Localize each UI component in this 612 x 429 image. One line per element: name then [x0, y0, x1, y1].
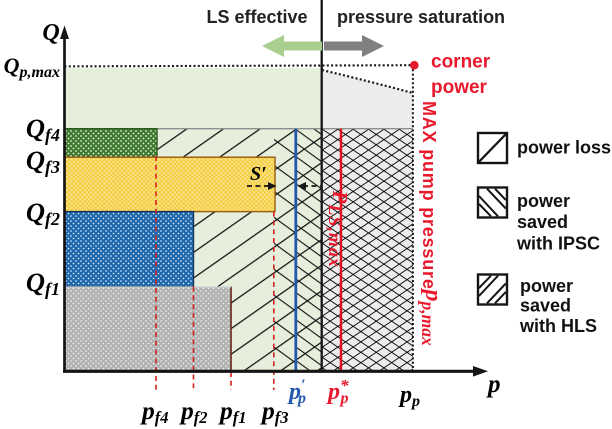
svg-text:with HLS: with HLS	[519, 316, 597, 336]
svg-text:p′p: p′ p	[287, 377, 306, 407]
svg-text:power: power	[431, 77, 488, 98]
svg-text:p: p	[486, 371, 501, 398]
svg-text:Qf1: Qf1	[26, 267, 60, 299]
svg-text:saved: saved	[517, 212, 568, 232]
svg-text:corner: corner	[431, 52, 491, 73]
svg-text:S′: S′	[250, 163, 267, 185]
svg-text:pp,max: pp,max	[418, 288, 446, 346]
svg-text:MAX pump pressure: MAX pump pressure	[419, 101, 439, 290]
svg-text:with IPSC: with IPSC	[516, 234, 600, 254]
svg-text:saved: saved	[520, 296, 571, 316]
svg-text:pf3: pf3	[260, 396, 289, 427]
svg-text:power: power	[520, 276, 573, 296]
svg-text:pf4: pf4	[140, 396, 169, 427]
svg-text:Qf3: Qf3	[26, 145, 60, 177]
svg-text:Qf4: Qf4	[26, 113, 60, 145]
svg-text:Qf2: Qf2	[26, 197, 60, 229]
svg-text:power: power	[517, 191, 570, 211]
svg-text:Q: Q	[42, 20, 59, 46]
svg-text:pressure saturation: pressure saturation	[337, 7, 505, 27]
svg-text:Qp,max: Qp,max	[4, 53, 60, 81]
svg-text:LS effective: LS effective	[206, 7, 307, 27]
svg-text:pp: pp	[398, 382, 420, 410]
svg-text:pf1: pf1	[218, 396, 247, 427]
svg-text:power loss: power loss	[517, 138, 611, 158]
svg-text:p*p: p* p	[326, 376, 349, 407]
svg-text:pf2: pf2	[179, 396, 208, 427]
